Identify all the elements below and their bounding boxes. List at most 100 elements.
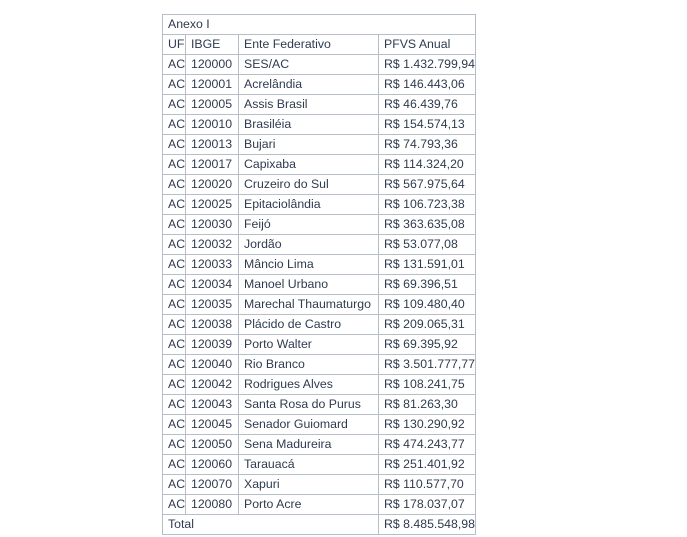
table-row: AC 120017 Capixaba R$ 114.324,20: [162, 154, 477, 175]
cell-ibge: 120010: [185, 114, 239, 135]
cell-ibge: 120040: [185, 354, 239, 375]
cell-ibge: 120005: [185, 94, 239, 115]
cell-pfvs-anual: R$ 130.290,92: [377, 414, 477, 435]
cell-pfvs-anual: R$ 69.395,92: [377, 334, 477, 355]
cell-ibge: 120038: [185, 314, 239, 335]
table-row: AC 120032 Jordão R$ 53.077,08: [162, 234, 477, 255]
cell-ente-federativo: Senador Guiomard: [238, 414, 379, 435]
cell-ibge: 120043: [185, 394, 239, 415]
table-row: AC 120040 Rio Branco R$ 3.501.777,77: [162, 354, 477, 375]
column-header-ente-federativo: Ente Federativo: [238, 34, 379, 55]
cell-ente-federativo: Xapuri: [238, 474, 379, 495]
cell-ente-federativo: Assis Brasil: [238, 94, 379, 115]
table-row: AC 120033 Mâncio Lima R$ 131.591,01: [162, 254, 477, 275]
cell-uf: AC: [162, 74, 186, 95]
cell-uf: AC: [162, 314, 186, 335]
column-header-uf: UF: [162, 34, 186, 55]
cell-uf: AC: [162, 54, 186, 75]
cell-pfvs-anual: R$ 3.501.777,77: [377, 354, 477, 375]
table-row: AC 120000 SES/AC R$ 1.432.799,94: [162, 54, 477, 75]
cell-pfvs-anual: R$ 110.577,70: [377, 474, 477, 495]
cell-ente-federativo: Plácido de Castro: [238, 314, 379, 335]
cell-pfvs-anual: R$ 81.263,30: [377, 394, 477, 415]
total-value: R$ 8.485.548,98: [377, 514, 477, 535]
cell-pfvs-anual: R$ 474.243,77: [377, 434, 477, 455]
cell-uf: AC: [162, 474, 186, 495]
table-title-row: Anexo I: [161, 14, 477, 35]
cell-ente-federativo: Porto Walter: [238, 334, 379, 355]
table-total-row: Total R$ 8.485.548,98: [162, 514, 477, 535]
cell-uf: AC: [162, 494, 186, 515]
table-row: AC 120080 Porto Acre R$ 178.037,07: [162, 494, 477, 515]
cell-ibge: 120039: [185, 334, 239, 355]
cell-uf: AC: [162, 414, 186, 435]
table-header-row: UF IBGE Ente Federativo PFVS Anual: [162, 34, 477, 55]
table-row: AC 120039 Porto Walter R$ 69.395,92: [162, 334, 477, 355]
cell-ente-federativo: Bujari: [238, 134, 379, 155]
cell-ente-federativo: Manoel Urbano: [238, 274, 379, 295]
cell-ibge: 120000: [185, 54, 239, 75]
table-row: AC 120034 Manoel Urbano R$ 69.396,51: [162, 274, 477, 295]
total-label: Total: [162, 514, 379, 535]
cell-ibge: 120013: [185, 134, 239, 155]
cell-ibge: 120025: [185, 194, 239, 215]
cell-ente-federativo: Porto Acre: [238, 494, 379, 515]
table-row: AC 120001 Acrelândia R$ 146.443,06: [162, 74, 477, 95]
cell-ente-federativo: SES/AC: [238, 54, 379, 75]
cell-ente-federativo: Tarauacá: [238, 454, 379, 475]
table-row: AC 120038 Plácido de Castro R$ 209.065,31: [162, 314, 477, 335]
cell-uf: AC: [162, 354, 186, 375]
cell-ibge: 120030: [185, 214, 239, 235]
cell-ibge: 120033: [185, 254, 239, 275]
cell-ibge: 120032: [185, 234, 239, 255]
cell-ibge: 120060: [185, 454, 239, 475]
cell-uf: AC: [162, 394, 186, 415]
column-header-pfvs-anual: PFVS Anual: [377, 34, 477, 55]
cell-uf: AC: [162, 294, 186, 315]
table-title: Anexo I: [161, 14, 477, 35]
cell-ente-federativo: Acrelândia: [238, 74, 379, 95]
cell-pfvs-anual: R$ 131.591,01: [377, 254, 477, 275]
cell-pfvs-anual: R$ 209.065,31: [377, 314, 477, 335]
cell-ibge: 120035: [185, 294, 239, 315]
cell-ibge: 120050: [185, 434, 239, 455]
cell-pfvs-anual: R$ 106.723,38: [377, 194, 477, 215]
table-row: AC 120025 Epitaciolândia R$ 106.723,38: [162, 194, 477, 215]
cell-ibge: 120017: [185, 154, 239, 175]
table-row: AC 120060 Tarauacá R$ 251.401,92: [162, 454, 477, 475]
column-header-ibge: IBGE: [185, 34, 239, 55]
table-row: AC 120043 Santa Rosa do Purus R$ 81.263,30: [162, 394, 477, 415]
cell-ente-federativo: Santa Rosa do Purus: [238, 394, 379, 415]
cell-ente-federativo: Sena Madureira: [238, 434, 379, 455]
cell-pfvs-anual: R$ 178.037,07: [377, 494, 477, 515]
table-row: AC 120013 Bujari R$ 74.793,36: [162, 134, 477, 155]
table-row: AC 120010 Brasiléia R$ 154.574,13: [162, 114, 477, 135]
cell-pfvs-anual: R$ 363.635,08: [377, 214, 477, 235]
cell-ente-federativo: Mâncio Lima: [238, 254, 379, 275]
cell-ibge: 120034: [185, 274, 239, 295]
cell-ente-federativo: Marechal Thaumaturgo: [238, 294, 379, 315]
cell-pfvs-anual: R$ 1.432.799,94: [377, 54, 477, 75]
cell-pfvs-anual: R$ 251.401,92: [377, 454, 477, 475]
cell-pfvs-anual: R$ 114.324,20: [377, 154, 477, 175]
cell-uf: AC: [162, 154, 186, 175]
cell-uf: AC: [162, 174, 186, 195]
cell-ibge: 120020: [185, 174, 239, 195]
cell-ente-federativo: Rio Branco: [238, 354, 379, 375]
cell-pfvs-anual: R$ 69.396,51: [377, 274, 477, 295]
cell-pfvs-anual: R$ 46.439,76: [377, 94, 477, 115]
cell-uf: AC: [162, 134, 186, 155]
table-row: AC 120035 Marechal Thaumaturgo R$ 109.480,4…: [162, 294, 477, 315]
cell-uf: AC: [162, 234, 186, 255]
cell-uf: AC: [162, 214, 186, 235]
cell-pfvs-anual: R$ 108.241,75: [377, 374, 477, 395]
table-row: AC 120030 Feijó R$ 363.635,08: [162, 214, 477, 235]
cell-ibge: 120042: [185, 374, 239, 395]
cell-ibge: 120001: [185, 74, 239, 95]
table-row: AC 120070 Xapuri R$ 110.577,70: [162, 474, 477, 495]
cell-ente-federativo: Capixaba: [238, 154, 379, 175]
cell-pfvs-anual: R$ 154.574,13: [377, 114, 477, 135]
table-row: AC 120020 Cruzeiro do Sul R$ 567.975,64: [162, 174, 477, 195]
cell-ibge: 120070: [185, 474, 239, 495]
cell-ente-federativo: Rodrigues Alves: [238, 374, 379, 395]
